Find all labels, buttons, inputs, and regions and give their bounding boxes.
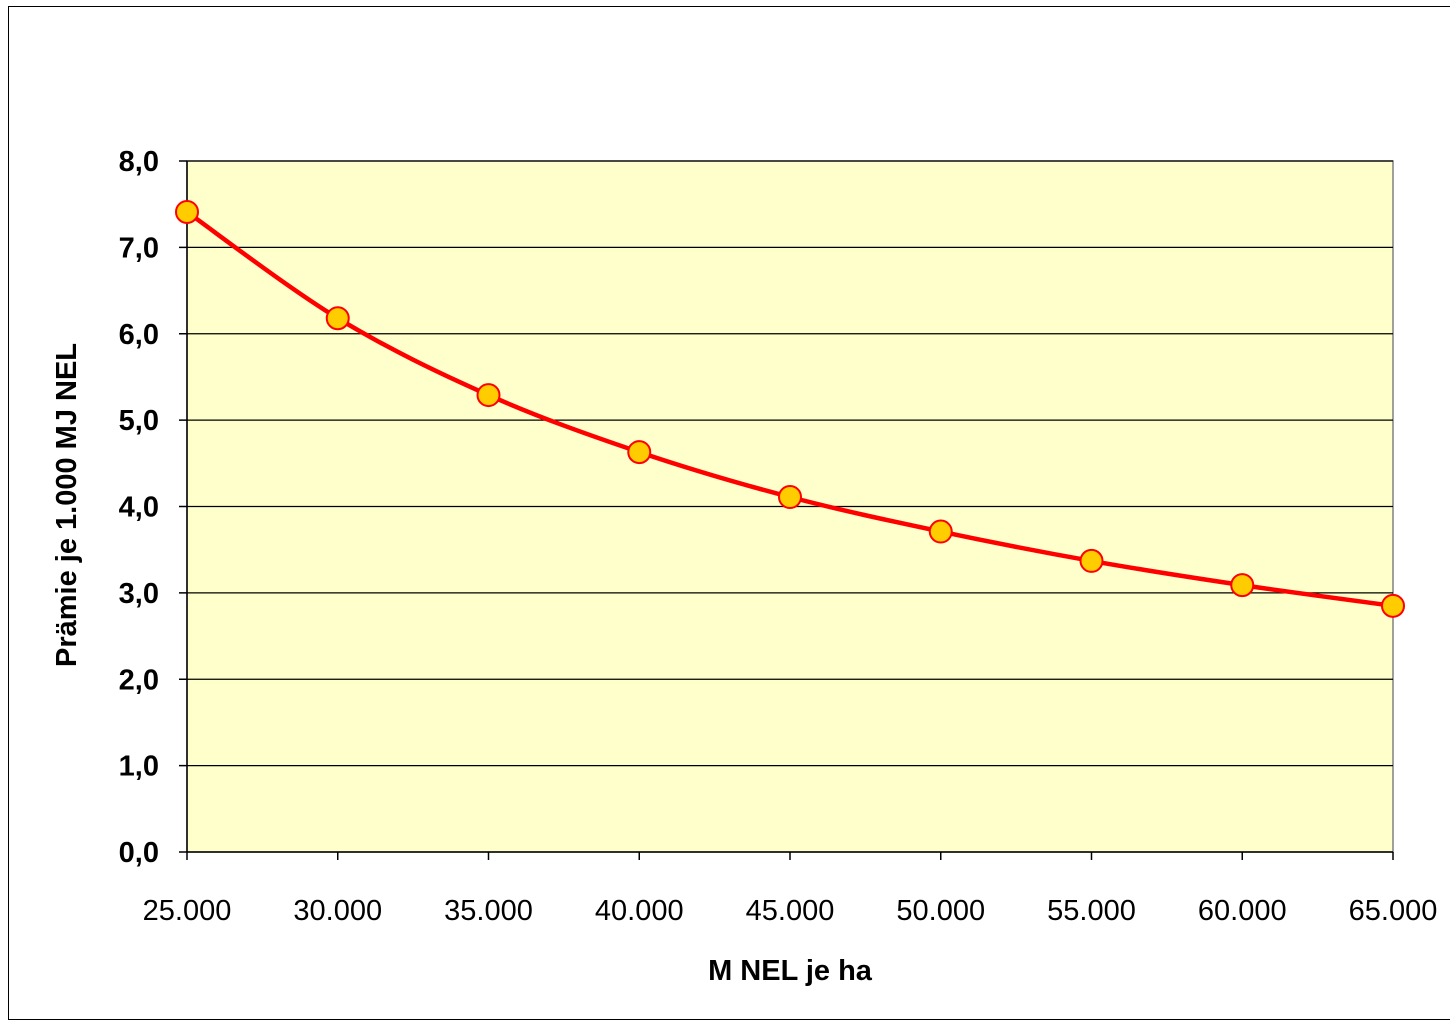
x-tick-label-6: 55.000 xyxy=(1047,895,1136,927)
y-tick-label-6: 6,0 xyxy=(119,319,159,351)
y-tick-label-8: 8,0 xyxy=(119,146,159,178)
x-tick-label-1: 30.000 xyxy=(293,895,382,927)
y-tick-label-5: 5,0 xyxy=(119,405,159,437)
axes xyxy=(179,160,1394,860)
data-point-7 xyxy=(1230,573,1255,598)
x-tick-label-3: 40.000 xyxy=(595,895,684,927)
y-tick-label-1: 1,0 xyxy=(119,751,159,783)
data-point-6 xyxy=(1079,548,1104,573)
y-axis-title: Prämie je 1.000 MJ NEL xyxy=(51,343,83,667)
y-tick-label-7: 7,0 xyxy=(119,232,159,264)
x-tick-label-0: 25.000 xyxy=(143,895,232,927)
y-tick-label-4: 4,0 xyxy=(119,492,159,524)
data-point-3 xyxy=(627,440,652,465)
x-tick-label-5: 50.000 xyxy=(896,895,985,927)
x-tick-label-8: 65.000 xyxy=(1349,895,1438,927)
data-point-4 xyxy=(778,484,802,509)
x-tick-labels: 25.000 30.000 35.000 40.000 45.000 50.000 55.0… xyxy=(143,895,1438,927)
data-point-1 xyxy=(325,306,350,331)
x-tick-label-2: 35.000 xyxy=(444,895,533,927)
data-point-2 xyxy=(476,383,501,408)
y-tick-label-2: 2,0 xyxy=(119,664,159,696)
y-tick-label-3: 3,0 xyxy=(119,578,159,610)
y-tick-labels: 0,0 1,0 2,0 3,0 4,0 5,0 6,0 7,0 8,0 xyxy=(119,146,159,869)
x-axis-title: M NEL je ha xyxy=(708,955,873,987)
x-tick-label-4: 45.000 xyxy=(746,895,835,927)
data-points xyxy=(175,199,1405,618)
y-tick-label-0: 0,0 xyxy=(119,837,159,869)
data-point-8 xyxy=(1381,593,1405,618)
data-point-5 xyxy=(928,519,953,544)
x-tick-label-7: 60.000 xyxy=(1198,895,1287,927)
data-point-0 xyxy=(175,199,199,224)
gridlines xyxy=(187,160,1393,767)
